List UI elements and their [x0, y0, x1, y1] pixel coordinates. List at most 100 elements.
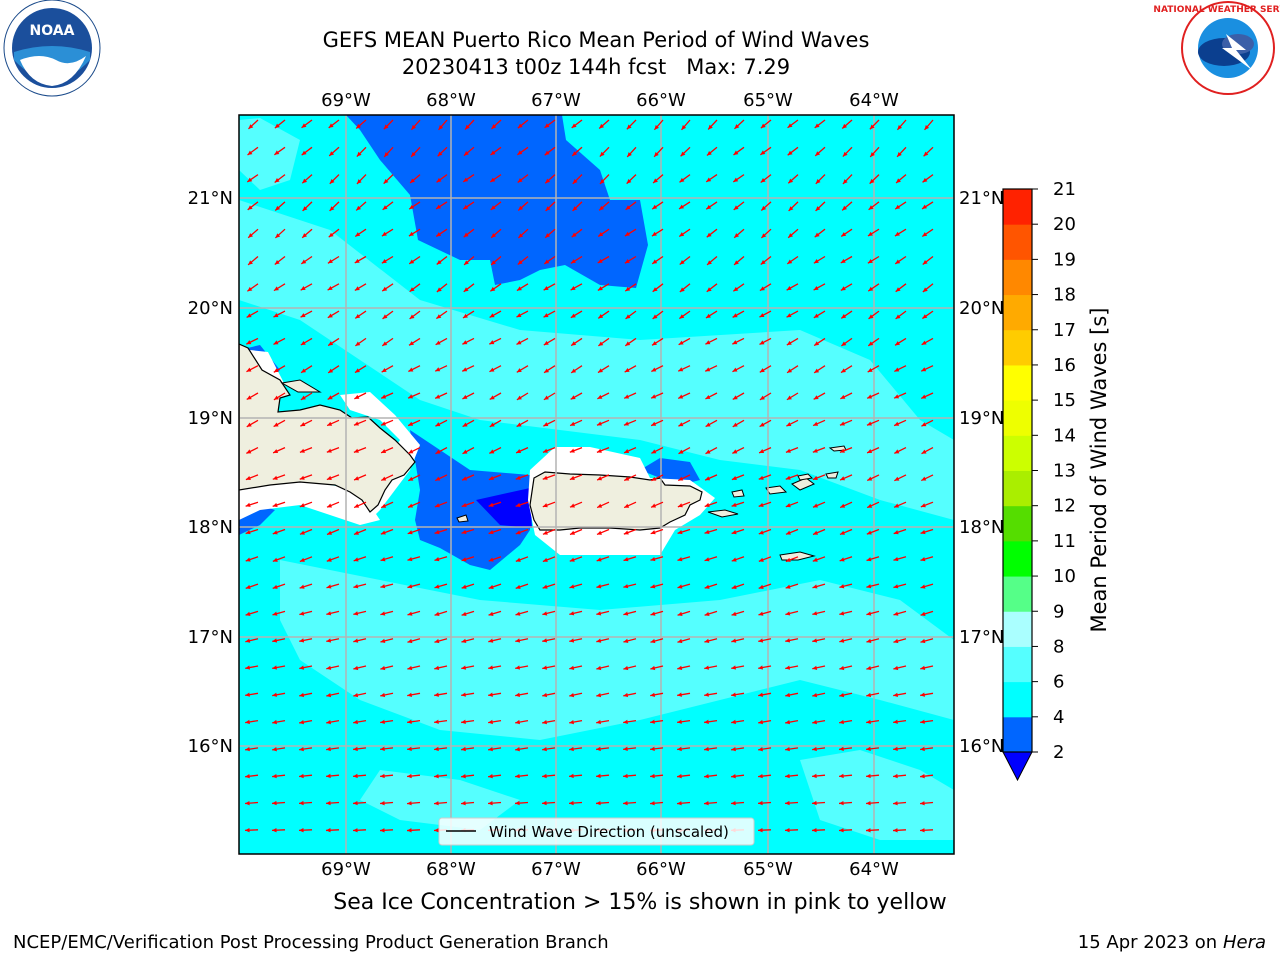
- wave-direction-arrow: [272, 583, 286, 589]
- wave-direction-arrow: [759, 337, 772, 346]
- colorbar-tick-label: 8: [1053, 636, 1064, 657]
- wave-direction-arrow: [814, 146, 826, 157]
- wave-direction-arrow: [651, 228, 664, 237]
- wave-direction-arrow: [785, 528, 799, 535]
- legend-label: Wind Wave Direction (unscaled): [489, 823, 729, 841]
- wave-direction-arrow: [543, 392, 556, 401]
- wave-direction-arrow: [812, 419, 826, 427]
- wave-direction-arrow: [272, 665, 286, 670]
- wave-direction-arrow: [491, 119, 502, 130]
- wave-direction-arrow: [704, 365, 718, 372]
- wave-direction-arrow: [543, 283, 556, 291]
- colorbar: 2 4 6 8 9 10 11 12 13 14 15 16 17 18 19 20 21 Mean Perio…: [1002, 179, 1111, 782]
- wave-direction-arrow: [598, 201, 610, 211]
- wave-direction-arrow: [435, 419, 448, 427]
- wave-direction-arrow: [920, 773, 934, 779]
- wave-direction-arrow: [463, 256, 475, 266]
- wave-direction-arrow: [543, 255, 556, 265]
- wave-direction-arrow: [517, 201, 529, 211]
- wave-direction-arrow: [544, 119, 556, 129]
- colorbar-segments: [1003, 189, 1032, 753]
- wave-direction-arrow: [408, 201, 421, 210]
- wave-direction-arrow: [274, 255, 286, 266]
- wave-direction-arrow: [543, 337, 556, 346]
- colorbar-tick-label: 4: [1053, 707, 1064, 728]
- wave-direction-arrow: [623, 474, 637, 482]
- wave-direction-arrow: [839, 474, 853, 481]
- wave-direction-arrow: [245, 774, 259, 779]
- wave-direction-arrow: [407, 692, 421, 697]
- wave-direction-arrow: [759, 419, 772, 428]
- wave-direction-arrow: [731, 638, 745, 643]
- wave-direction-arrow: [571, 228, 583, 238]
- wave-direction-arrow: [246, 337, 259, 345]
- wave-direction-arrow: [407, 665, 421, 671]
- wave-direction-arrow: [758, 583, 772, 589]
- wave-direction-arrow: [488, 746, 502, 752]
- wave-direction-arrow: [272, 447, 286, 454]
- wave-direction-arrow: [488, 692, 502, 697]
- wave-direction-arrow: [326, 528, 340, 536]
- colorbar-tick-label: 11: [1053, 531, 1076, 552]
- wave-direction-arrow: [380, 692, 394, 698]
- wave-direction-arrow: [571, 146, 583, 157]
- wave-direction-arrow: [542, 692, 556, 698]
- wave-direction-arrow: [812, 583, 826, 589]
- wave-direction-arrow: [596, 556, 610, 562]
- wave-direction-arrow: [704, 501, 718, 508]
- colorbar-tick-label: 18: [1053, 285, 1076, 306]
- wave-direction-arrow: [246, 447, 259, 454]
- wave-direction-arrow: [434, 501, 448, 508]
- wave-direction-arrow: [812, 446, 826, 453]
- wave-direction-arrow: [894, 255, 907, 265]
- wave-direction-arrow: [839, 665, 853, 671]
- wave-direction-arrow: [677, 665, 691, 670]
- wave-direction-arrow: [677, 746, 691, 752]
- wave-direction-arrow: [516, 337, 529, 346]
- wave-direction-arrow: [299, 610, 313, 616]
- lon-label-bottom: 65°W: [743, 859, 793, 880]
- wave-direction-arrow: [650, 583, 664, 589]
- wave-direction-arrow: [730, 800, 745, 806]
- wave-direction-arrow: [515, 583, 529, 589]
- lon-label-bottom: 68°W: [426, 859, 476, 880]
- wave-direction-arrow: [380, 583, 394, 589]
- colorbar-segment: [1003, 505, 1032, 542]
- wave-direction-arrow: [515, 719, 529, 725]
- wave-direction-arrow: [623, 419, 637, 426]
- wave-direction-arrow: [624, 283, 637, 292]
- wave-direction-arrow: [299, 719, 313, 725]
- wave-direction-arrow: [786, 419, 799, 427]
- wave-direction-arrow: [516, 283, 529, 292]
- wave-direction-arrow: [788, 201, 799, 212]
- lat-label-right: 16°N: [959, 736, 1004, 757]
- wave-direction-arrow: [678, 201, 691, 210]
- wave-direction-arrow: [866, 719, 880, 725]
- wave-direction-arrow: [866, 419, 880, 426]
- wave-direction-arrow: [651, 447, 664, 454]
- wave-direction-arrow: [461, 556, 475, 562]
- wave-direction-arrow: [438, 119, 448, 131]
- colorbar-tick-label: 19: [1053, 249, 1076, 270]
- lon-label-top: 64°W: [849, 90, 899, 111]
- wave-direction-arrow: [326, 474, 340, 481]
- colorbar-segment: [1003, 611, 1032, 647]
- wave-direction-arrow: [623, 719, 637, 725]
- wave-direction-arrow: [301, 174, 313, 184]
- wave-direction-arrow: [650, 419, 664, 427]
- wave-direction-arrow: [326, 746, 340, 752]
- wave-direction-arrow: [840, 283, 853, 292]
- wave-direction-arrow: [894, 447, 907, 454]
- wave-direction-arrow: [625, 201, 637, 211]
- wave-direction-arrow: [733, 256, 745, 266]
- wave-direction-arrow: [893, 746, 907, 752]
- lat-label-right: 19°N: [959, 408, 1004, 429]
- wave-direction-arrow: [732, 310, 745, 318]
- wave-direction-arrow: [543, 419, 556, 427]
- wave-direction-arrow: [406, 801, 421, 806]
- wave-direction-arrow: [813, 283, 826, 291]
- nws-ring-text: NATIONAL WEATHER SERVICE: [1153, 5, 1280, 15]
- wave-direction-arrow: [622, 801, 637, 806]
- wave-direction-arrow: [811, 773, 826, 779]
- wave-direction-arrow: [462, 201, 475, 210]
